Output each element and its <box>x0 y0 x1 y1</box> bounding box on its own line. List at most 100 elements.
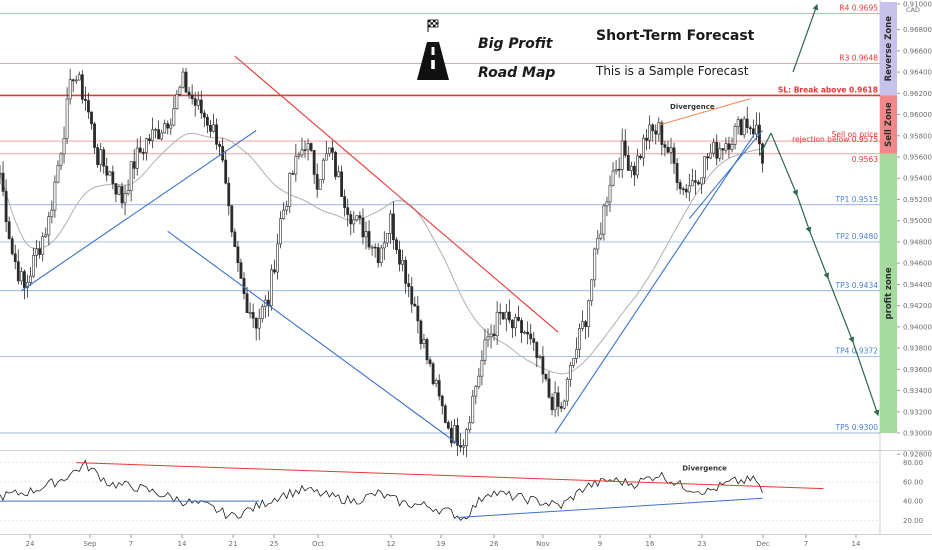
price-tick-label: 0.93400 <box>903 387 932 395</box>
price-tick-label: 0.95200 <box>903 196 932 204</box>
candle-body <box>520 320 523 334</box>
candle-body <box>227 182 231 207</box>
candle-body <box>556 392 560 407</box>
candle-body <box>517 316 520 321</box>
candle-body <box>93 123 96 148</box>
candle-body <box>187 91 191 96</box>
candle-body <box>480 360 484 377</box>
candle-body <box>114 183 118 195</box>
candle-body <box>175 94 179 109</box>
candle-body <box>105 165 109 176</box>
time-tick-label: Oct <box>312 540 324 548</box>
road-logo <box>416 18 450 86</box>
candle-body <box>581 321 584 329</box>
candle-body <box>669 147 673 153</box>
candle-body <box>416 305 420 322</box>
candle-body <box>550 396 554 411</box>
candle-body <box>306 143 310 151</box>
candle-body <box>209 125 212 132</box>
candle-body <box>437 380 441 397</box>
subheadline: This is a Sample Forecast <box>596 64 749 78</box>
osc-divergence-line-red <box>76 462 824 490</box>
candle-body <box>611 170 615 186</box>
candle-body <box>748 127 752 130</box>
candle-body <box>474 386 478 397</box>
candle-body <box>270 269 273 307</box>
candle-body <box>90 111 93 125</box>
candle-body <box>684 188 688 193</box>
candle-body <box>431 363 435 385</box>
candle-body <box>236 246 240 263</box>
candle-body <box>657 122 661 135</box>
candle-body <box>16 261 20 282</box>
candle-body <box>285 206 289 211</box>
candle-body <box>276 243 279 273</box>
candle-body <box>443 405 447 423</box>
candle-body <box>239 262 243 279</box>
time-tick-label: 7 <box>804 540 808 548</box>
candle-body <box>614 168 618 172</box>
time-tick-label: Nov <box>536 540 550 548</box>
profit-zone-band <box>880 153 897 434</box>
candle-body <box>74 79 78 82</box>
candle-body <box>163 123 167 134</box>
candle-body <box>355 215 359 221</box>
forecast-arrow <box>770 132 798 197</box>
candle-body <box>47 216 51 236</box>
time-tick-label: 14 <box>178 540 187 548</box>
candle-body <box>41 236 45 255</box>
candle-body <box>196 99 200 106</box>
candle-body <box>361 217 365 238</box>
candle-body <box>428 359 432 365</box>
candle-body <box>300 149 304 156</box>
candle-body <box>38 248 42 255</box>
candle-body <box>126 190 130 194</box>
candle-body <box>324 153 328 161</box>
candle-body <box>575 349 578 359</box>
candle-body <box>318 179 322 190</box>
candle-body <box>626 155 630 171</box>
candle-body <box>663 144 667 148</box>
candle-body <box>666 147 670 153</box>
level-label: 0.9563 <box>852 155 878 164</box>
candle-body <box>398 249 401 265</box>
price-tick-label: 0.96200 <box>903 90 932 98</box>
forecast-arrow-start <box>759 132 772 156</box>
level-label: rejection below 0.9575 <box>792 135 878 144</box>
candle-body <box>599 233 603 239</box>
candle-body <box>102 149 106 167</box>
forecast-arrow <box>852 341 880 417</box>
candle-body <box>754 124 758 135</box>
candle-body <box>446 422 450 429</box>
time-tick-label: 7 <box>129 540 133 548</box>
candle-body <box>498 311 502 314</box>
price-tick-label: 0.95600 <box>903 153 932 161</box>
price-tick-label: 0.94000 <box>903 323 932 331</box>
time-tick-label: 23 <box>698 540 707 548</box>
candle-body <box>312 150 316 175</box>
candle-body <box>745 118 749 128</box>
candle-body <box>309 143 313 151</box>
candle-body <box>358 215 362 219</box>
candle-body <box>687 185 691 193</box>
candle-body <box>532 338 536 343</box>
candle-body <box>632 165 636 176</box>
candle-body <box>727 143 731 150</box>
candle-body <box>593 248 597 281</box>
candle-body <box>279 218 283 245</box>
time-tick-label: Sep <box>83 540 97 548</box>
candle-body <box>742 118 746 136</box>
candle-body <box>193 98 197 106</box>
candle-body <box>703 156 706 179</box>
candle-body <box>327 147 331 155</box>
candle-body <box>489 333 493 338</box>
candle-body <box>596 237 600 250</box>
candle-body <box>733 126 737 145</box>
candle-body <box>629 165 633 171</box>
candle-body <box>352 219 356 225</box>
candle-body <box>761 143 764 164</box>
candle-body <box>157 129 161 140</box>
candle-body <box>190 94 194 100</box>
candle-body <box>120 186 124 204</box>
